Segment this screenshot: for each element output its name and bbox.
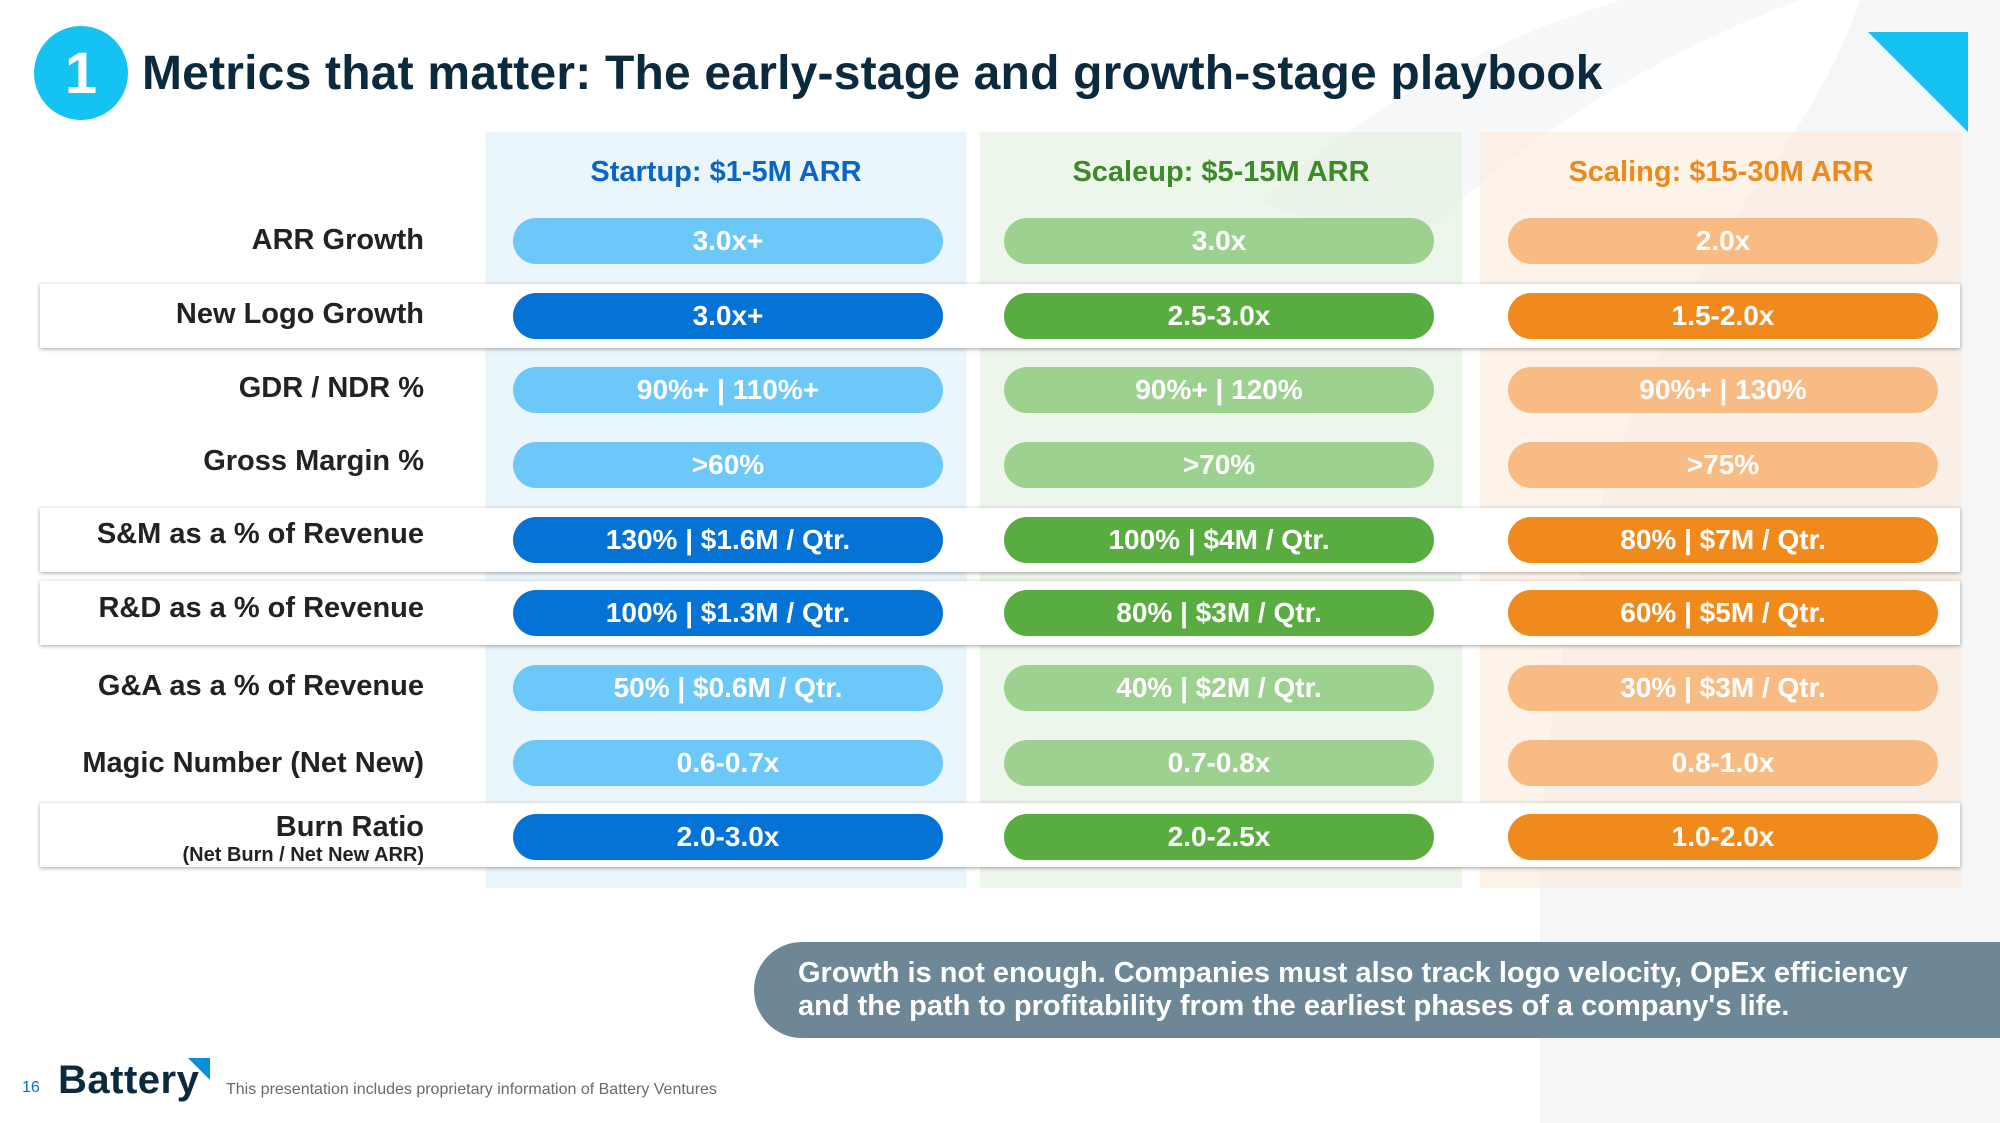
metric-pill: 80% | $7M / Qtr. xyxy=(1508,517,1938,563)
metric-pill: 40% | $2M / Qtr. xyxy=(1004,665,1434,711)
battery-logo: Battery xyxy=(58,1058,200,1102)
metric-pill: 90%+ | 130% xyxy=(1508,367,1938,413)
metric-pill: 1.5-2.0x xyxy=(1508,293,1938,339)
row-label-gdr-ndr: GDR / NDR % xyxy=(238,372,424,404)
row-label-arr-growth: ARR Growth xyxy=(251,224,424,256)
row-label-burn-ratio: Burn Ratio (Net Burn / Net New ARR) xyxy=(40,810,424,866)
metric-pill: 80% | $3M / Qtr. xyxy=(1004,590,1434,636)
row-label-magic-number: Magic Number (Net New) xyxy=(82,747,424,779)
corner-triangle-icon xyxy=(1868,32,1968,132)
metric-pill: 3.0x+ xyxy=(513,218,943,264)
metric-pill: >60% xyxy=(513,442,943,488)
row-label-burn-ratio-main: Burn Ratio xyxy=(275,811,424,843)
metric-pill: 1.0-2.0x xyxy=(1508,814,1938,860)
column-header-startup: Startup: $1-5M ARR xyxy=(590,156,862,188)
key-takeaway-callout: Growth is not enough. Companies must als… xyxy=(754,942,2000,1038)
metric-pill: 0.7-0.8x xyxy=(1004,740,1434,786)
callout-line-2: and the path to profitability from the e… xyxy=(798,990,1790,1022)
metric-pill: 2.5-3.0x xyxy=(1004,293,1434,339)
metric-pill: 2.0x xyxy=(1508,218,1938,264)
metric-pill: 90%+ | 120% xyxy=(1004,367,1434,413)
slide-header: 1 Metrics that matter: The early-stage a… xyxy=(34,26,1603,120)
logo-triangle-icon xyxy=(188,1058,210,1080)
metric-pill: 3.0x+ xyxy=(513,293,943,339)
row-label-new-logo-growth: New Logo Growth xyxy=(175,298,424,330)
column-header-scaleup: Scaleup: $5-15M ARR xyxy=(1072,156,1370,188)
metric-pill: 0.8-1.0x xyxy=(1508,740,1938,786)
callout-line-1: Growth is not enough. Companies must als… xyxy=(798,957,1908,989)
metric-pill: 100% | $4M / Qtr. xyxy=(1004,517,1434,563)
metric-pill: 2.0-3.0x xyxy=(513,814,943,860)
metric-pill: 100% | $1.3M / Qtr. xyxy=(513,590,943,636)
row-sublabel-burn-ratio: (Net Burn / Net New ARR) xyxy=(182,844,424,866)
slide-number-badge: 1 xyxy=(34,26,128,120)
metric-pill: 60% | $5M / Qtr. xyxy=(1508,590,1938,636)
row-label-sm-revenue: S&M as a % of Revenue xyxy=(96,518,424,550)
metric-pill: 3.0x xyxy=(1004,218,1434,264)
row-label-rd-revenue: R&D as a % of Revenue xyxy=(98,592,424,624)
slide-title: Metrics that matter: The early-stage and… xyxy=(142,46,1603,100)
metric-pill: >75% xyxy=(1508,442,1938,488)
metric-pill: 90%+ | 110%+ xyxy=(513,367,943,413)
metric-pill: 0.6-0.7x xyxy=(513,740,943,786)
column-header-scaling: Scaling: $15-30M ARR xyxy=(1568,156,1874,188)
page-number: 16 xyxy=(22,1079,40,1096)
row-label-ga-revenue: G&A as a % of Revenue xyxy=(97,670,424,702)
metric-pill: 2.0-2.5x xyxy=(1004,814,1434,860)
metric-pill: 50% | $0.6M / Qtr. xyxy=(513,665,943,711)
metric-pill: 30% | $3M / Qtr. xyxy=(1508,665,1938,711)
metric-pill: 130% | $1.6M / Qtr. xyxy=(513,517,943,563)
proprietary-note: This presentation includes proprietary i… xyxy=(226,1081,717,1098)
row-label-gross-margin: Gross Margin % xyxy=(203,445,424,477)
metric-pill: >70% xyxy=(1004,442,1434,488)
